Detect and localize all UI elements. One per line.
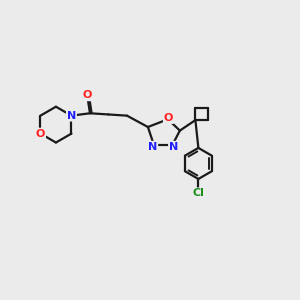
Text: N: N (169, 142, 178, 152)
Text: Cl: Cl (192, 188, 204, 198)
Text: O: O (36, 129, 45, 139)
Text: O: O (164, 113, 173, 123)
Text: N: N (148, 142, 157, 152)
Text: N: N (67, 111, 76, 121)
Text: O: O (83, 90, 92, 100)
